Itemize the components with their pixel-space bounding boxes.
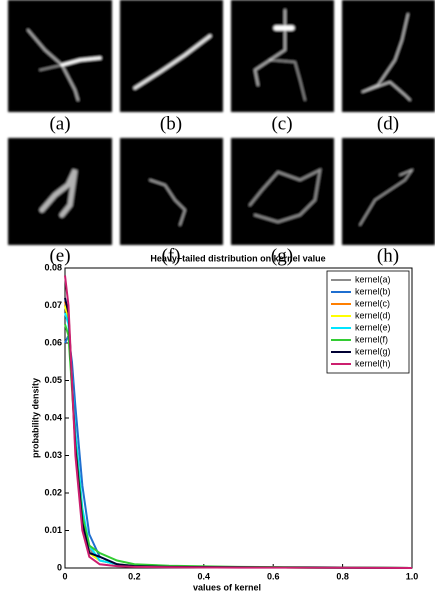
y-tick-label: 0.07: [44, 300, 62, 310]
x-tick-label: 0.6: [267, 571, 280, 581]
chart-title: Heavy−tailed distribution on kernel valu…: [150, 253, 325, 263]
panel-label: (e): [49, 245, 70, 266]
panel-label: (b): [160, 113, 182, 134]
panel-label: (d): [377, 113, 399, 134]
legend-label: kernel(b): [355, 286, 391, 296]
panel-label: (a): [49, 113, 70, 134]
y-tick-label: 0.08: [44, 262, 62, 272]
y-tick-label: 0.03: [44, 450, 62, 460]
y-tick-label: 0.05: [44, 375, 62, 385]
legend-label: kernel(h): [355, 358, 391, 368]
legend-label: kernel(d): [355, 310, 391, 320]
panel-label: (c): [271, 113, 292, 134]
legend-box: [326, 270, 410, 374]
legend-label: kernel(c): [355, 298, 390, 308]
x-tick-label: 0.2: [128, 571, 141, 581]
y-tick-label: 0.06: [44, 337, 62, 347]
chart: 0 0.01 0.02 0.03 0.04 0.05 0.06 0.07 0.08 0 0.2 0.4…: [44, 262, 418, 581]
y-tick-label: 0.01: [44, 525, 62, 535]
x-tick-label: 0.4: [198, 571, 211, 581]
panel-label: (g): [271, 245, 293, 266]
y-tick-label: 0.02: [44, 487, 62, 497]
y-tick-label: 0.04: [44, 412, 62, 422]
panel-label: (f): [162, 245, 181, 266]
x-tick-label: 0: [62, 571, 67, 581]
legend-label: kernel(e): [355, 322, 391, 332]
legend-label: kernel(g): [355, 346, 391, 356]
panel-labels: (a) (b) (c) (d) (e) (f) (g) (h): [49, 113, 399, 266]
kernel-images: [8, 0, 435, 245]
panel-label: (h): [377, 245, 399, 266]
series-line: [64, 275, 413, 569]
y-axis-label: probability density: [30, 378, 40, 458]
x-tick-label: 0.8: [336, 571, 349, 581]
x-tick-label: 1.0: [406, 571, 419, 581]
y-tick-label: 0: [57, 562, 62, 572]
legend-label: kernel(a): [355, 274, 391, 284]
legend-label: kernel(f): [355, 334, 388, 344]
x-axis-label: values of kernel: [193, 582, 261, 592]
